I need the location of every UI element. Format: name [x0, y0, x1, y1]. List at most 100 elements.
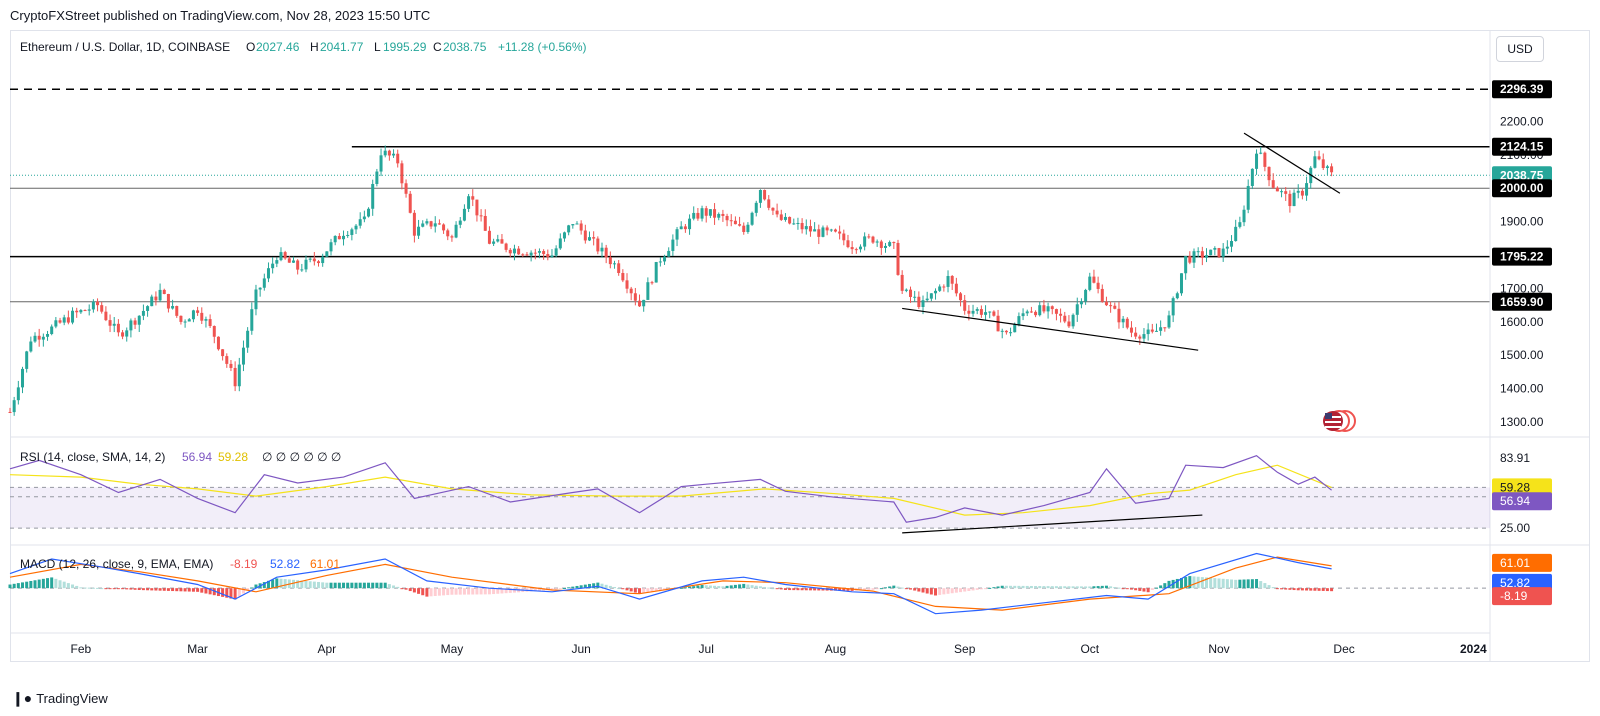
candle-body [1059, 313, 1063, 316]
candle-body [1034, 311, 1038, 316]
candle-body [579, 223, 583, 231]
price-tick-label: 1400.00 [1500, 382, 1544, 396]
macd-hist-bar [1267, 585, 1271, 589]
price-tag [1492, 247, 1552, 266]
price-tick-label: 1900.00 [1500, 215, 1544, 229]
macd-hist-bar [992, 587, 996, 589]
candle-body [158, 289, 162, 301]
candle-body [1250, 168, 1254, 186]
macd-hist-bar [483, 588, 487, 595]
tradingview-logo-icon[interactable]: ❙● [12, 690, 33, 706]
candle-body [1305, 183, 1309, 196]
candle-body [633, 293, 637, 301]
macd-hist-bar [1263, 583, 1267, 589]
macd-hist-bar [1117, 587, 1121, 589]
price-tag-label: 2124.15 [1500, 140, 1544, 154]
candle-body [775, 210, 779, 215]
time-axis[interactable]: Feb Mar Apr May Jun Jul Aug Sep Oct Nov Dec 2024 [71, 642, 1487, 656]
candle-body [850, 247, 854, 250]
candle-body [1092, 276, 1096, 283]
candle-body [271, 263, 275, 269]
macd-hist-bar [1330, 588, 1334, 592]
candle-body [525, 254, 529, 256]
macd-hist-bar [913, 588, 917, 591]
candle-body [483, 215, 487, 231]
macd-hist-bar [33, 580, 37, 589]
candle-body [996, 315, 1000, 332]
price-tick-label: 1700.00 [1500, 281, 1544, 295]
candle-body [246, 330, 250, 348]
chart-canvas[interactable]: Ethereum / U.S. Dollar, 1D, COINBASE O 2… [0, 0, 1600, 690]
macd-hist-bar [1071, 586, 1075, 589]
macd-hist-bar [421, 588, 425, 596]
macd-hist-bar [279, 578, 283, 589]
macd-hist-bar [875, 588, 879, 590]
candle-body [91, 301, 95, 310]
price-tag-label: 1795.22 [1500, 250, 1544, 264]
candle-body [992, 311, 996, 316]
macd-hist-bar [975, 588, 979, 590]
candle-body [1109, 305, 1113, 307]
candle-body [587, 237, 591, 241]
candle-body [900, 274, 904, 291]
time-tick-label: Oct [1080, 642, 1099, 656]
macd-hist-bar [1242, 579, 1246, 589]
macd-hist-bar [1075, 586, 1079, 589]
macd-hist-bar [979, 588, 983, 590]
candle-body [317, 261, 321, 264]
candle-body [942, 286, 946, 288]
candle-body [379, 155, 383, 172]
candle-body [663, 256, 667, 262]
candle-body [208, 319, 212, 327]
candle-body [1150, 329, 1154, 332]
macd-hist-bar [1067, 586, 1071, 589]
us-flag-icon[interactable] [1323, 410, 1356, 432]
candle-body [1029, 311, 1033, 313]
macd-legend[interactable]: MACD (12, 26, close, 9, EMA, EMA) [20, 557, 213, 571]
macd-hist-bar [600, 583, 604, 589]
macd-hist-bar [375, 582, 379, 589]
candle-body [8, 411, 12, 413]
trendlines[interactable] [902, 132, 1341, 351]
candle-body [763, 190, 767, 200]
price-axis[interactable]: 2200.002100.001900.001800.001700.001600.… [1492, 80, 1552, 429]
macd-hist-bar [1275, 588, 1279, 590]
candle-body [191, 310, 195, 320]
rsi-legend[interactable]: RSI (14, close, SMA, 14, 2) [20, 450, 165, 464]
macd-hist-bar [383, 582, 387, 589]
candle-body [788, 216, 792, 224]
candle-body [746, 224, 750, 232]
macd-hist-bar [487, 588, 491, 595]
candle-body [492, 241, 496, 244]
candle-body [383, 150, 387, 156]
candle-body [888, 242, 892, 246]
candle-body [362, 216, 366, 220]
candle-body [600, 247, 604, 252]
candle-body [1042, 305, 1046, 312]
candle-body [1021, 313, 1025, 317]
macd-hist-bar [1146, 588, 1150, 593]
candle-body [654, 262, 658, 283]
candle-body [604, 247, 608, 258]
macd-hist-bar [963, 588, 967, 592]
candle-body [959, 293, 963, 301]
candle-body [1196, 251, 1200, 253]
candle-body [458, 220, 462, 225]
candle-body [471, 196, 475, 200]
candle-body [1134, 332, 1138, 337]
candle-body [25, 351, 29, 369]
currency-button[interactable]: USD [1496, 36, 1544, 62]
macd-hist-bar [788, 588, 792, 591]
macd-hist-bar [471, 588, 475, 595]
candle-body [296, 260, 300, 270]
candle-body [938, 286, 942, 291]
macd-hist-bar [896, 586, 900, 589]
candle-body [984, 312, 988, 315]
candle-body [291, 260, 295, 263]
macd-hist-bar [371, 582, 375, 589]
macd-hist-bar [492, 588, 496, 595]
footer-brand[interactable]: TradingView [36, 691, 108, 706]
macd-hist-bar [275, 578, 279, 589]
macd-hist-bar [387, 584, 391, 589]
macd-hist-bar [1159, 585, 1163, 589]
